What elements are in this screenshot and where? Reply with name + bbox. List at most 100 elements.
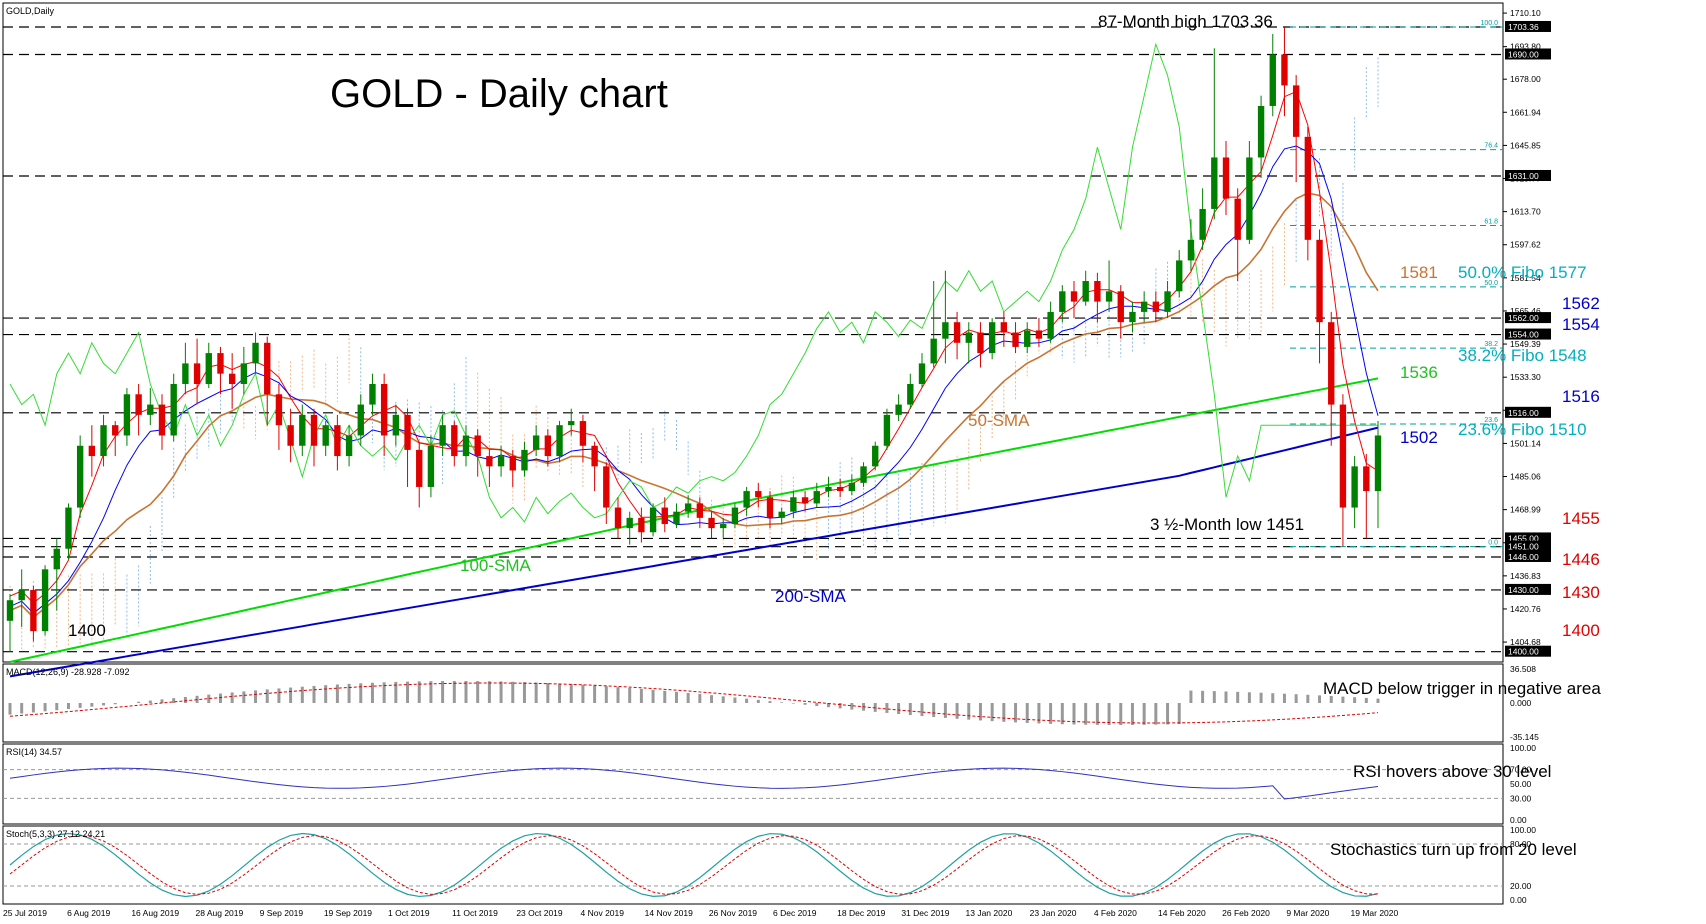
sma50-line xyxy=(9,192,1379,619)
stoch-title: Stoch(5,3,3) 27.12 24.21 xyxy=(6,829,105,839)
x-date-label: 18 Dec 2019 xyxy=(837,908,885,918)
candle-body xyxy=(112,425,119,436)
label-fibo236: 23.6% Fibo 1510 xyxy=(1458,420,1587,439)
candle-body xyxy=(521,449,528,471)
candle-body xyxy=(1339,404,1347,508)
candle-body xyxy=(603,466,610,508)
rsi-title: RSI(14) 34.57 xyxy=(6,747,62,757)
level-box xyxy=(1505,328,1551,340)
candle-body xyxy=(30,589,37,632)
candle-body xyxy=(1129,311,1136,323)
candle-body xyxy=(65,507,72,549)
candle-body xyxy=(988,322,996,354)
level-box-label: 1690.00 xyxy=(1508,49,1539,59)
candle-body xyxy=(977,332,984,354)
candle-body xyxy=(907,383,914,405)
level-box-label: 1400.00 xyxy=(1508,647,1539,657)
price-axis: 1710.101693.801678.001661.941645.851629.… xyxy=(1503,8,1551,657)
label-1516: 1516 xyxy=(1562,387,1600,406)
candle-body xyxy=(544,435,552,457)
candle-body xyxy=(240,363,248,384)
candle-body xyxy=(264,342,271,395)
candle-body xyxy=(357,404,364,436)
candle-body xyxy=(345,435,353,457)
candle-body xyxy=(591,445,598,467)
y-tick-label: 1597.62 xyxy=(1510,240,1541,250)
rsi-tick-label: 50.00 xyxy=(1510,779,1532,789)
label-1554: 1554 xyxy=(1562,315,1600,334)
candle-body xyxy=(1070,291,1078,302)
level-box xyxy=(1505,645,1551,657)
candle-body xyxy=(860,466,867,483)
label-1502: 1502 xyxy=(1400,428,1438,447)
macd-tick-label: 0.000 xyxy=(1510,698,1532,708)
candle-body xyxy=(252,342,259,364)
low-annotation: 3 ½-Month low 1451 xyxy=(1150,515,1304,534)
candle-body xyxy=(1269,54,1276,106)
horizontal-levels: 100.0 76.4 61.8 50.0 38.2 23.6 0.0 xyxy=(3,20,1503,653)
level-box xyxy=(1505,312,1551,324)
x-date-label: 9 Sep 2019 xyxy=(260,908,304,918)
candle-body xyxy=(661,507,668,525)
candle-body xyxy=(439,425,446,446)
x-date-label: 23 Jan 2020 xyxy=(1030,908,1077,918)
candle-body xyxy=(614,507,622,529)
candle-body xyxy=(334,425,341,457)
stoch-tick-label: 20.00 xyxy=(1510,881,1532,891)
rsi-tick-label: 30.00 xyxy=(1510,793,1532,803)
candle-body xyxy=(322,425,329,446)
candle-body xyxy=(708,517,715,529)
candle-body xyxy=(497,456,505,467)
y-tick-label: 1549.39 xyxy=(1510,339,1541,349)
candle-body xyxy=(532,435,540,450)
candle-body xyxy=(942,322,949,339)
candle-body xyxy=(451,425,458,457)
candle-body xyxy=(1222,157,1230,199)
stoch-tick-label: 0.00 xyxy=(1510,895,1527,905)
candle-body xyxy=(743,491,750,508)
x-date-label: 23 Oct 2019 xyxy=(516,908,563,918)
level-box-label: 1430.00 xyxy=(1508,585,1539,595)
candle-body xyxy=(918,363,926,384)
label-1536: 1536 xyxy=(1400,363,1438,382)
candle-body xyxy=(1164,291,1171,312)
fib-tick-label: 0.0 xyxy=(1488,540,1498,547)
ichimoku-cloud xyxy=(9,57,1379,650)
candle-body xyxy=(205,353,212,384)
sma100-label: 100-SMA xyxy=(460,556,532,575)
macd-note: MACD below trigger in negative area xyxy=(1323,679,1601,698)
x-date-label: 6 Dec 2019 xyxy=(773,908,817,918)
y-tick-label: 1436.83 xyxy=(1510,571,1541,581)
macd-tick-label: 36.508 xyxy=(1510,664,1536,674)
level-box xyxy=(1505,540,1551,552)
candle-body xyxy=(1281,54,1288,86)
fib-tick-label: 100.0 xyxy=(1480,20,1498,27)
y-tick-label: 1678.00 xyxy=(1510,74,1541,84)
candle-body xyxy=(673,511,680,525)
candle-body xyxy=(6,600,14,621)
fib-tick-label: 23.6 xyxy=(1484,417,1498,424)
level-box-label: 1631.00 xyxy=(1508,171,1539,181)
label-1430: 1430 xyxy=(1562,583,1600,602)
candle-body xyxy=(1234,198,1241,240)
candle-body xyxy=(193,363,201,384)
candle-body xyxy=(416,449,423,487)
y-tick-label: 1533.30 xyxy=(1510,372,1541,382)
candle-body xyxy=(872,445,879,467)
x-date-label: 31 Dec 2019 xyxy=(901,908,949,918)
y-tick-label: 1693.80 xyxy=(1510,42,1541,52)
candle-body xyxy=(1328,322,1335,405)
rsi-note: RSI hovers above 30 level xyxy=(1353,762,1551,781)
level-box xyxy=(1505,532,1551,544)
main-panel-frame xyxy=(2,2,1504,663)
level-box xyxy=(1505,169,1551,181)
candle-body xyxy=(790,497,797,512)
sma200-label: 200-SMA xyxy=(775,587,847,606)
candle-body xyxy=(1199,208,1206,240)
rsi-tick-label: 0.00 xyxy=(1510,815,1527,825)
candle-body xyxy=(486,456,493,467)
high-annotation: 87-Month high 1703.36 xyxy=(1098,12,1273,31)
chart-title: GOLD - Daily chart xyxy=(330,72,668,116)
x-date-label: 25 Jul 2019 xyxy=(3,908,47,918)
x-date-label: 28 Aug 2019 xyxy=(196,908,244,918)
